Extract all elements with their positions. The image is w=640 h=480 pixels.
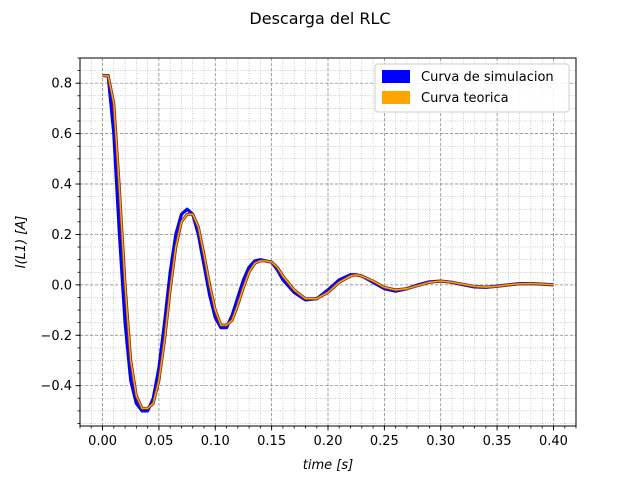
ticks: 0.00 0.05 0.10 0.15 0.20 0.25 0.30 0.35 0.40 −0.4… xyxy=(40,57,577,449)
x-tick-label: 0.10 xyxy=(201,434,230,449)
x-tick-label: 0.35 xyxy=(483,434,512,449)
legend-box xyxy=(374,63,570,113)
legend-swatch-teorica xyxy=(382,91,410,104)
x-tick-label: 0.30 xyxy=(426,434,455,449)
y-tick-label: 0.4 xyxy=(51,178,72,193)
x-tick-label: 0.05 xyxy=(144,434,173,449)
x-tick-label: 0.15 xyxy=(257,434,286,449)
y-tick-label: −0.4 xyxy=(40,379,72,394)
y-axis-label: I(L1) [A] xyxy=(14,216,29,269)
x-tick-label: 0.25 xyxy=(370,434,399,449)
x-tick-label: 0.40 xyxy=(539,434,568,449)
grid xyxy=(79,57,577,426)
legend-label-teorica: Curva teorica xyxy=(421,91,509,106)
y-tick-label: −0.2 xyxy=(40,329,72,344)
x-tick-label: 0.00 xyxy=(88,434,117,449)
x-axis-label: time [s] xyxy=(303,458,353,473)
legend-swatch-simulacion xyxy=(382,70,410,83)
chart-title: Descarga del RLC xyxy=(249,9,390,28)
x-tick-label: 0.20 xyxy=(314,434,343,449)
y-tick-label: 0.8 xyxy=(51,77,72,92)
y-tick-label: 0.6 xyxy=(51,127,72,142)
legend: Curva de simulacion Curva teorica xyxy=(374,63,570,113)
legend-label-simulacion: Curva de simulacion xyxy=(421,70,554,85)
series-layer xyxy=(102,74,554,413)
y-tick-label: 0.0 xyxy=(51,278,72,293)
series-line-teorica xyxy=(102,74,554,410)
y-tick-label: 0.2 xyxy=(51,228,72,243)
